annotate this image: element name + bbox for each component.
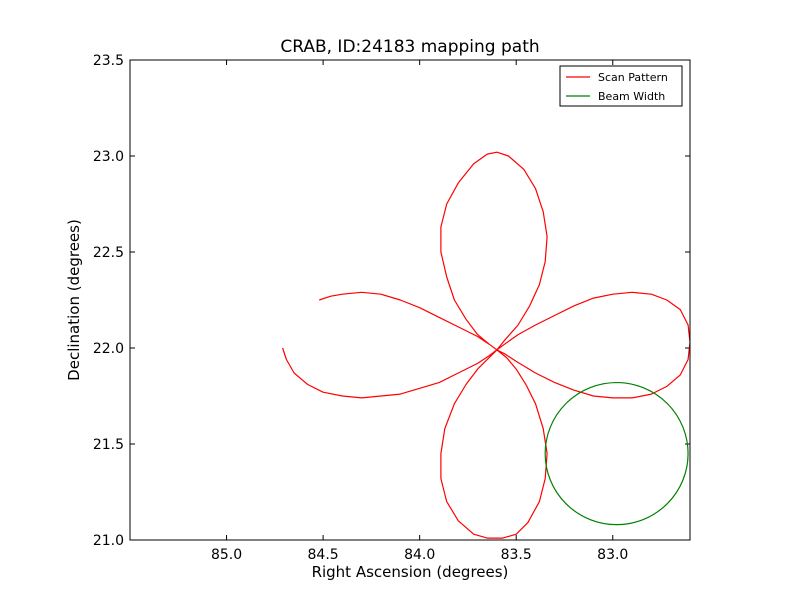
y-tick-label: 22.0 [93,341,124,357]
plot-frame [129,59,691,541]
chart-title: CRAB, ID:24183 mapping path [280,37,539,57]
x-tick-label: 84.0 [404,547,435,563]
series-scan-pattern [282,151,690,539]
y-tick-label: 22.5 [93,245,124,261]
y-tick-label: 23.0 [93,149,124,165]
x-tick-label: 85.0 [211,547,242,563]
x-tick-label: 84.5 [308,547,339,563]
plot-area [129,59,691,541]
legend-label-beam-width: Beam Width [598,90,665,103]
x-tick-label: 83.0 [597,547,628,563]
y-axis-label: Declination (degrees) [65,219,83,381]
legend-label-scan-pattern: Scan Pattern [598,71,668,84]
axis-ticks: 85.0 84.5 84.0 83.5 83.0 21.0 21.5 22.0 22.5 23.0… [93,53,690,563]
series-layer [282,151,690,539]
y-tick-label: 21.0 [93,533,124,549]
y-tick-label: 23.5 [93,53,124,69]
series-beam-width [544,381,689,526]
y-tick-label: 21.5 [93,437,124,453]
x-tick-label: 83.5 [501,547,532,563]
legend-box [559,65,683,107]
legend: Scan Pattern Beam Width [559,65,683,107]
x-axis-label: Right Ascension (degrees) [312,563,509,581]
